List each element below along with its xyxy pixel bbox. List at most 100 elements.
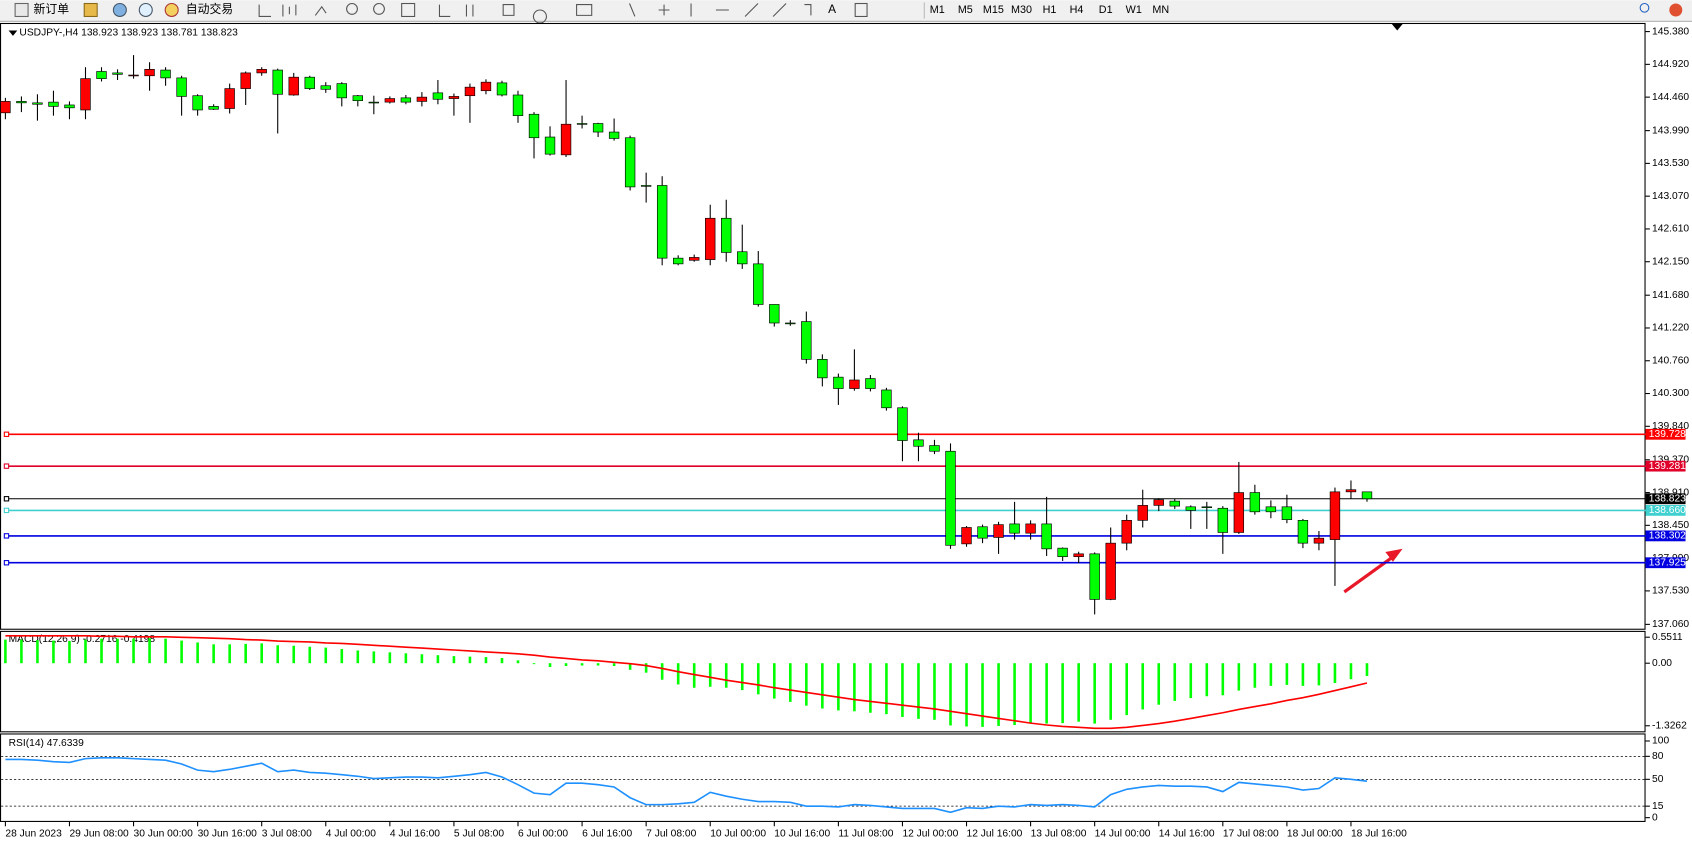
zoom-out[interactable] [373, 2, 385, 15]
timeframe-button[interactable]: M1 [930, 4, 945, 16]
candle-body [496, 82, 508, 96]
x-tick-label: 3 Jul 08:00 [262, 829, 312, 840]
macd-bar [660, 663, 664, 680]
macd-bar [228, 644, 231, 664]
macd-bar [1077, 663, 1080, 722]
macd-bar [372, 651, 376, 664]
macd-bar [1237, 663, 1241, 691]
x-tick-label: 18 Jul 16:00 [1351, 829, 1407, 840]
y-tick-label: 138.450 [1652, 520, 1689, 531]
candle-body [560, 123, 572, 156]
x-tick-label: 12 Jul 16:00 [967, 829, 1023, 840]
arrow-head [1385, 548, 1403, 562]
candle-body [865, 378, 876, 389]
macd-bar [404, 653, 408, 664]
candle-body [544, 136, 556, 155]
y-tick-label: 0.5511 [1652, 632, 1683, 643]
plot: 145.380 144.920 144.460 143.990 143.530 143.0… [0, 26, 1689, 840]
search-icon[interactable] [1639, 2, 1650, 13]
macd-bar [580, 663, 584, 666]
timeframe-button[interactable]: MN [1152, 4, 1169, 16]
candle-body [673, 257, 684, 265]
macd-bar [1285, 663, 1289, 685]
tile-icon[interactable] [401, 2, 416, 18]
candle-body [897, 407, 908, 441]
macd-bar [180, 640, 183, 664]
text-tool[interactable]: A [828, 2, 836, 16]
candle-body [256, 69, 267, 74]
icon[interactable] [83, 2, 98, 18]
timeframe-button[interactable]: M15 [983, 4, 1004, 16]
timeframe-button[interactable]: M30 [1011, 4, 1032, 16]
drawing-tools[interactable] [438, 3, 812, 24]
candle-body [64, 104, 75, 109]
toolbar-bg [0, 0, 1692, 21]
macd-bar [821, 663, 824, 709]
rsi-panel-frame [0, 733, 1646, 822]
label-tool[interactable] [854, 2, 868, 18]
timeframe-button[interactable]: H1 [1043, 4, 1057, 16]
arrow-shaft [1343, 553, 1397, 594]
macd-bar [212, 644, 215, 664]
y-tick-label: 137.060 [1652, 619, 1689, 630]
auto-trading-icon[interactable] [164, 2, 179, 18]
y-tick-label: 142.610 [1652, 224, 1689, 235]
macd-bar [420, 654, 424, 664]
macd-bar [52, 640, 55, 664]
y-tick-label: 140.300 [1652, 388, 1689, 399]
x-tick-label: 10 Jul 00:00 [710, 829, 766, 840]
x-tick-label: 7 Jul 08:00 [646, 829, 696, 840]
candle-body [272, 69, 283, 95]
candle-body [192, 95, 203, 111]
level-label: 138.823 [1649, 493, 1686, 504]
candle-body [849, 379, 860, 389]
timeframe-button[interactable]: M5 [958, 4, 973, 16]
macd-bar [132, 638, 135, 664]
x-tick-label: 6 Jul 16:00 [582, 829, 632, 840]
candle-body [977, 526, 988, 539]
y-tick-label: 50 [1652, 774, 1664, 785]
macd-bar [853, 663, 856, 712]
timeframe-button[interactable]: W1 [1126, 4, 1142, 16]
macd-bar [116, 638, 119, 664]
candle-body [689, 257, 700, 261]
macd-bar [805, 663, 808, 706]
new-order-button[interactable]: 新订单 [33, 2, 69, 16]
candle-body [48, 101, 59, 107]
symbol-menu-marker [8, 30, 18, 36]
x-tick-label: 4 Jul 00:00 [326, 829, 376, 840]
candle-body [833, 376, 844, 389]
y-tick-label: -1.3262 [1652, 720, 1687, 731]
candle-body [1297, 520, 1309, 544]
level-label: 138.302 [1649, 531, 1686, 542]
zoom-in[interactable] [346, 2, 358, 15]
candle-body [128, 74, 139, 77]
icon[interactable] [138, 2, 153, 18]
timeframe-button[interactable]: D1 [1099, 4, 1113, 16]
candle-body [1233, 492, 1245, 533]
macd-bar [292, 645, 296, 664]
candle-body [416, 96, 428, 102]
timeframe-button[interactable]: H4 [1070, 4, 1084, 16]
symbol-header: USDJPY-,H4 138.923 138.923 138.781 138.8… [19, 27, 238, 38]
candle-body [1137, 505, 1148, 521]
macd-bar [644, 663, 648, 673]
candle-body [1089, 553, 1100, 600]
macd-bar [1061, 663, 1064, 724]
macd-bar [164, 638, 167, 664]
chart-type-icons[interactable] [258, 4, 327, 18]
notification-icon[interactable] [1669, 3, 1683, 17]
macd-bar [773, 663, 776, 699]
y-tick-label: 144.920 [1652, 59, 1689, 70]
macd-bar [869, 663, 872, 713]
candle-body [288, 76, 299, 96]
candle-body [480, 81, 492, 92]
macd-bar [1029, 663, 1032, 724]
level-anchor [3, 496, 10, 502]
icon[interactable] [112, 2, 127, 18]
level-anchor [3, 533, 10, 539]
new-order-icon[interactable] [14, 2, 29, 18]
auto-trading-button[interactable]: 自动交易 [186, 2, 233, 16]
candle-body [208, 106, 219, 110]
